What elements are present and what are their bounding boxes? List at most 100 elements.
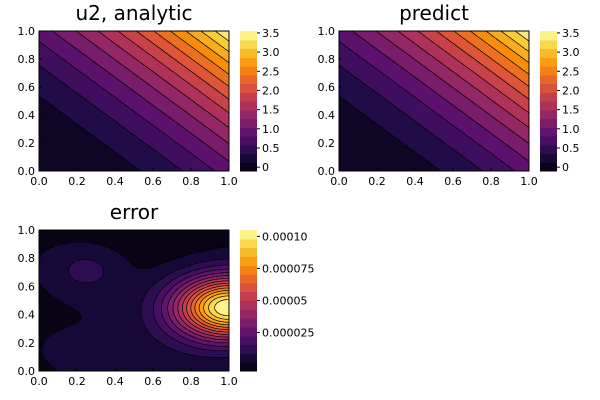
- heatmap-cell: [143, 133, 146, 136]
- heatmap-cell: [71, 59, 74, 62]
- heatmap-cell: [193, 35, 196, 38]
- heatmap-cell: [193, 119, 196, 122]
- heatmap-cell: [65, 121, 68, 124]
- heatmap-cell: [171, 123, 174, 126]
- heatmap-cell: [197, 129, 200, 132]
- heatmap-cell: [143, 101, 146, 104]
- heatmap-cell: [123, 97, 126, 100]
- heatmap-cell: [151, 31, 154, 34]
- heatmap-cell: [121, 45, 124, 48]
- heatmap-cell: [159, 49, 162, 52]
- heatmap-cell: [153, 91, 156, 94]
- heatmap-cell: [129, 125, 132, 128]
- heatmap-cell: [151, 57, 154, 60]
- heatmap-cell: [59, 121, 62, 124]
- heatmap-cell: [191, 33, 194, 36]
- heatmap-cell: [45, 127, 48, 130]
- heatmap-cell: [219, 65, 222, 68]
- heatmap-cell: [207, 67, 210, 70]
- heatmap-cell: [117, 35, 120, 38]
- heatmap-cell: [101, 113, 104, 116]
- heatmap-cell: [191, 113, 194, 116]
- heatmap-cell: [105, 59, 108, 62]
- heatmap-cell: [41, 131, 44, 134]
- heatmap-cell: [79, 69, 82, 72]
- heatmap-cell: [187, 133, 190, 136]
- plot-area: [39, 31, 229, 171]
- heatmap-cell: [167, 75, 170, 78]
- heatmap-cell: [117, 95, 120, 98]
- heatmap-cell: [75, 35, 78, 38]
- heatmap-cell: [169, 87, 172, 90]
- heatmap-cell: [111, 37, 114, 40]
- heatmap-cell: [125, 107, 128, 110]
- heatmap-cell: [189, 41, 192, 44]
- heatmap-cell: [97, 109, 100, 112]
- heatmap-cell: [123, 109, 126, 112]
- heatmap-cell: [203, 31, 206, 34]
- heatmap-cell: [107, 41, 110, 44]
- heatmap-cell: [61, 73, 64, 76]
- heatmap-cell: [51, 47, 54, 50]
- heatmap-cell: [49, 73, 52, 76]
- heatmap-cell: [157, 91, 160, 94]
- heatmap-cell: [105, 99, 108, 102]
- heatmap-cell: [149, 83, 152, 86]
- heatmap-cell: [73, 103, 76, 106]
- heatmap-cell: [109, 81, 112, 84]
- heatmap-cell: [165, 43, 168, 46]
- heatmap-cell: [53, 85, 56, 88]
- heatmap-cell: [135, 101, 138, 104]
- heatmap-cell: [103, 111, 106, 114]
- heatmap-cell: [83, 75, 86, 78]
- heatmap-cell: [137, 91, 140, 94]
- heatmap-cell: [107, 55, 110, 58]
- heatmap-cell: [219, 45, 222, 48]
- heatmap-cell: [83, 73, 86, 76]
- heatmap-cell: [75, 41, 78, 44]
- heatmap-cell: [147, 47, 150, 50]
- heatmap-cell: [221, 65, 224, 68]
- heatmap-cell: [155, 107, 158, 110]
- heatmap-cell: [151, 121, 154, 124]
- heatmap-cell: [175, 81, 178, 84]
- heatmap-cell: [45, 111, 48, 114]
- heatmap-cell: [123, 131, 126, 134]
- heatmap-cell: [147, 127, 150, 130]
- heatmap-cell: [189, 65, 192, 68]
- heatmap-cell: [161, 75, 164, 78]
- heatmap-cell: [53, 49, 56, 52]
- heatmap-cell: [75, 99, 78, 102]
- heatmap-cell: [45, 45, 48, 48]
- heatmap-cell: [127, 85, 130, 88]
- heatmap-cell: [83, 59, 86, 62]
- heatmap-cell: [169, 69, 172, 72]
- heatmap-cell: [217, 79, 220, 82]
- heatmap-cell: [129, 115, 132, 118]
- heatmap-cell: [193, 49, 196, 52]
- heatmap-cell: [77, 51, 80, 54]
- heatmap-cell: [151, 77, 154, 80]
- heatmap-cell: [115, 135, 118, 138]
- heatmap-cell: [211, 105, 214, 108]
- heatmap-cell: [133, 131, 136, 134]
- heatmap-cell: [63, 117, 66, 120]
- heatmap-cell: [63, 45, 66, 48]
- heatmap-cell: [53, 33, 56, 36]
- heatmap-cell: [195, 129, 198, 132]
- heatmap-cell: [217, 83, 220, 86]
- heatmap-cell: [129, 101, 132, 104]
- heatmap-cell: [207, 43, 210, 46]
- heatmap-cell: [151, 101, 154, 104]
- heatmap-cell: [69, 121, 72, 124]
- heatmap-cell: [139, 47, 142, 50]
- heatmap-cell: [71, 113, 74, 116]
- heatmap-cell: [175, 131, 178, 134]
- heatmap-cell: [199, 87, 202, 90]
- heatmap-cell: [223, 115, 226, 118]
- heatmap-cell: [215, 61, 218, 64]
- heatmap-cell: [87, 123, 90, 126]
- heatmap-cell: [161, 57, 164, 60]
- heatmap-cell: [155, 85, 158, 88]
- heatmap-cell: [195, 111, 198, 114]
